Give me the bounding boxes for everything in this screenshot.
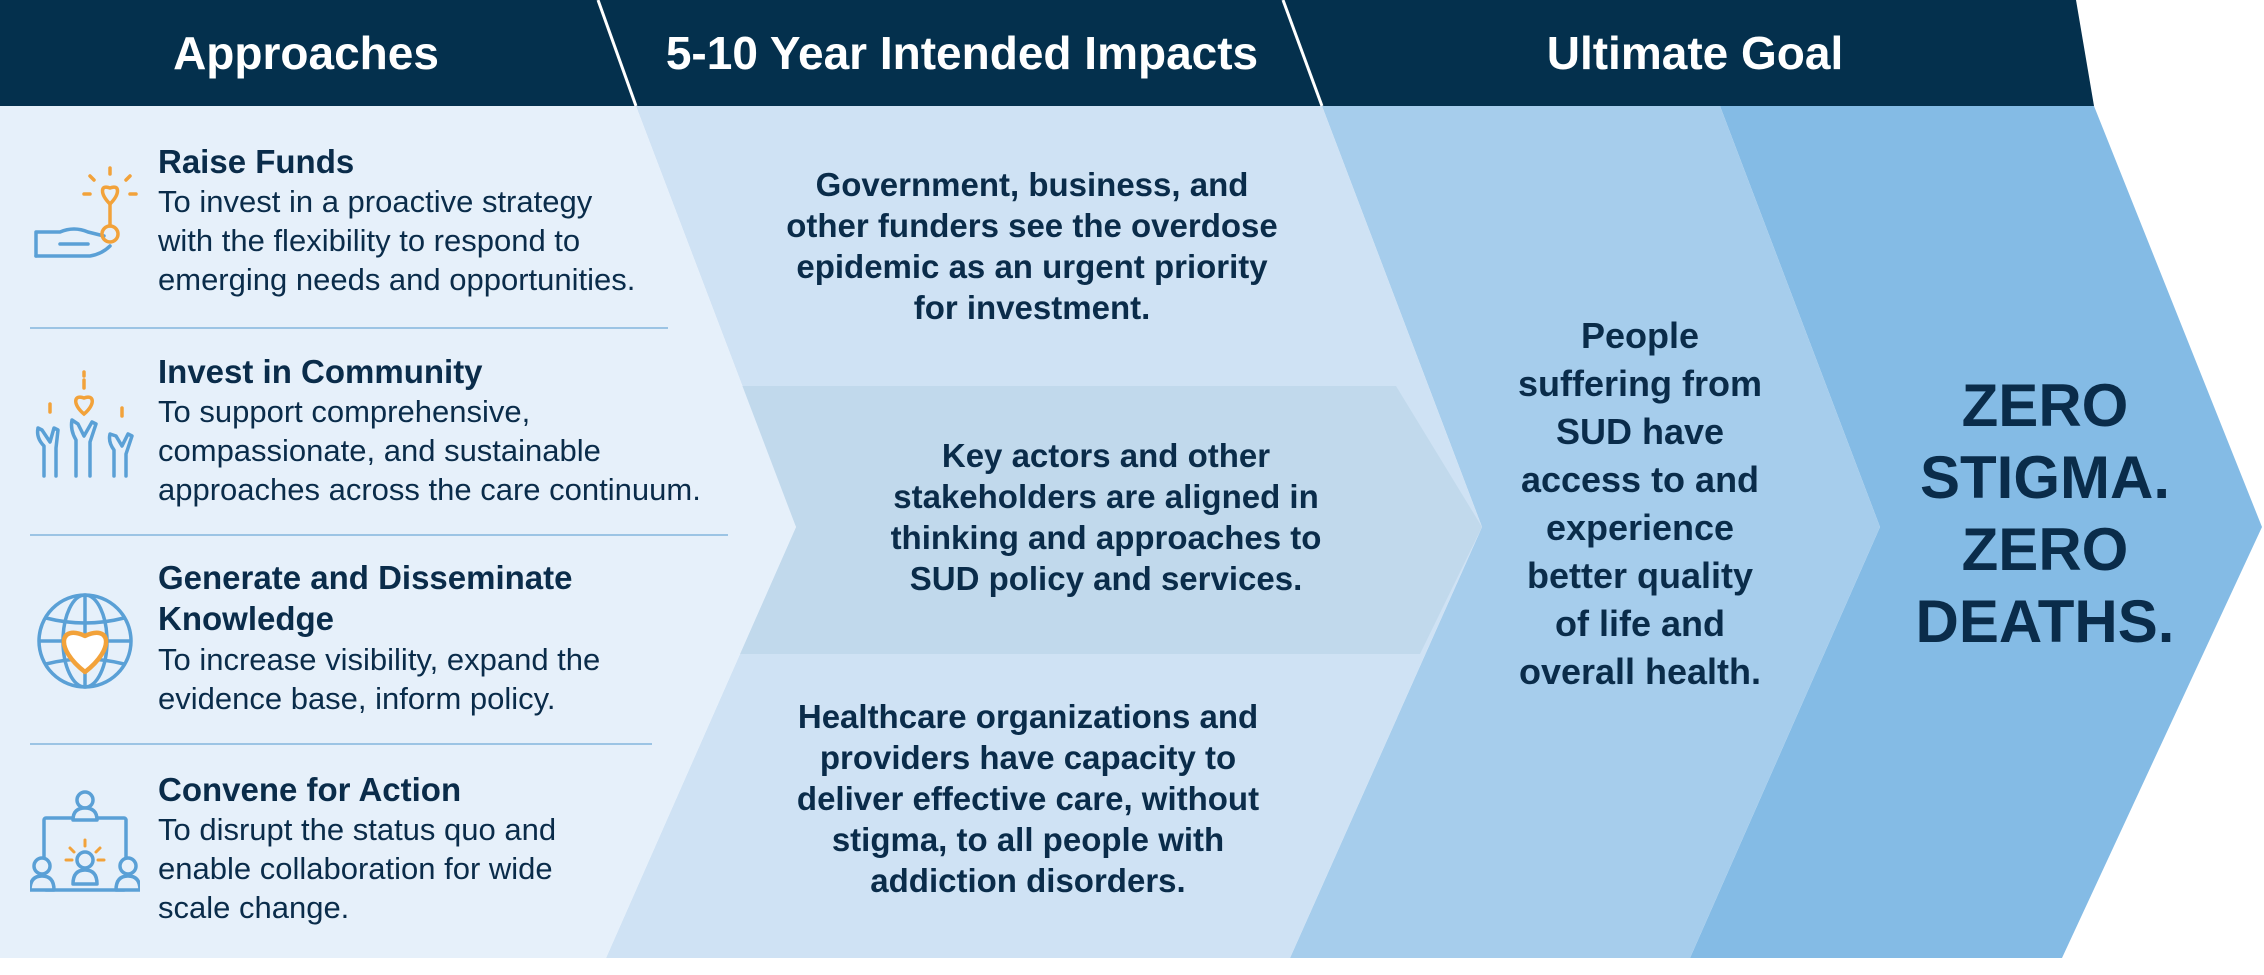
goal-ultimate: ZERO STIGMA. ZERO DEATHS. — [1880, 370, 2210, 658]
impact-stakeholders: Key actors and other stakeholders are al… — [816, 435, 1396, 599]
approach-title: Convene for Action — [158, 771, 462, 808]
impact-line: Key actors and other — [941, 437, 1271, 474]
outcome-line: People — [1580, 315, 1700, 356]
impact-healthcare: Healthcare organizations and providers h… — [738, 696, 1318, 901]
ultimate-line: DEATHS. — [1915, 588, 2175, 655]
impact-line: SUD policy and services. — [909, 560, 1303, 597]
approach-desc-line: scale change. — [158, 890, 350, 925]
impact-line: deliver effective care, without — [796, 780, 1260, 817]
impact-funders: Government, business, and other funders … — [742, 164, 1322, 328]
outcome-line: experience — [1545, 507, 1735, 548]
outcome-line: access to and — [1520, 459, 1760, 500]
impact-line: stakeholders are aligned in — [893, 478, 1319, 515]
header-approaches: Approaches — [173, 27, 439, 79]
approach-title: Raise Funds — [158, 143, 355, 180]
approach-desc-line: To support comprehensive, — [158, 394, 531, 429]
outcome-line: overall health. — [1518, 651, 1762, 692]
approach-desc-line: compassionate, and sustainable — [158, 433, 601, 468]
header-bar — [0, 0, 2094, 106]
approach-desc-line: To invest in a proactive strategy — [158, 184, 593, 219]
outcome-line: SUD have — [1555, 411, 1725, 452]
header-impacts: 5-10 Year Intended Impacts — [665, 27, 1259, 79]
ultimate-line: STIGMA. — [1920, 444, 2170, 511]
impact-line: for investment. — [913, 289, 1151, 326]
approach-desc-line: enable collaboration for wide — [158, 851, 553, 886]
impact-line: providers have capacity to — [819, 739, 1237, 776]
approach-title: Generate and Disseminate — [158, 559, 573, 596]
outcome-chevron — [1290, 106, 1880, 958]
impact-line: epidemic as an urgent priority — [796, 248, 1268, 285]
impact-line: stigma, to all people with — [831, 821, 1225, 858]
ultimate-line: ZERO — [1961, 372, 2129, 439]
impact-line: other funders see the overdose — [786, 207, 1278, 244]
approach-desc-line: with the flexibility to respond to — [158, 223, 581, 258]
goal-outcome: People suffering from SUD have access to… — [1460, 312, 1820, 696]
approach-desc-line: To disrupt the status quo and — [158, 812, 557, 847]
approach-divider — [30, 743, 652, 745]
outcome-line: better quality — [1526, 555, 1754, 596]
hand-holding-heart-icon — [34, 166, 138, 258]
approach-title: Invest in Community — [158, 353, 483, 390]
approaches-chevron — [0, 106, 796, 958]
impact-line: Government, business, and — [815, 166, 1249, 203]
approach-desc-line: emerging needs and opportunities. — [158, 262, 636, 297]
impacts-middle-band — [738, 386, 1482, 654]
impact-line: thinking and approaches to — [890, 519, 1322, 556]
ultimate-line: ZERO — [1961, 516, 2129, 583]
impact-line: addiction disorders. — [870, 862, 1186, 899]
ultimate-goal-chevron — [1690, 106, 2262, 958]
approach-divider — [30, 327, 668, 329]
approach-desc-line: To increase visibility, expand the — [158, 642, 601, 677]
outcome-line: suffering from — [1517, 363, 1762, 404]
approach-desc-line: approaches across the care continuum. — [158, 472, 701, 507]
impact-line: Healthcare organizations and — [797, 698, 1259, 735]
approach-divider — [30, 534, 728, 536]
approach-title: Knowledge — [158, 600, 335, 637]
globe-heart-icon — [37, 593, 133, 689]
approach-desc-line: evidence base, inform policy. — [158, 681, 556, 716]
people-convening-icon — [30, 790, 140, 892]
header-ultimate-goal: Ultimate Goal — [1546, 27, 1844, 79]
outcome-line: of life and — [1555, 603, 1725, 644]
hands-raising-hearts-icon — [35, 370, 134, 478]
